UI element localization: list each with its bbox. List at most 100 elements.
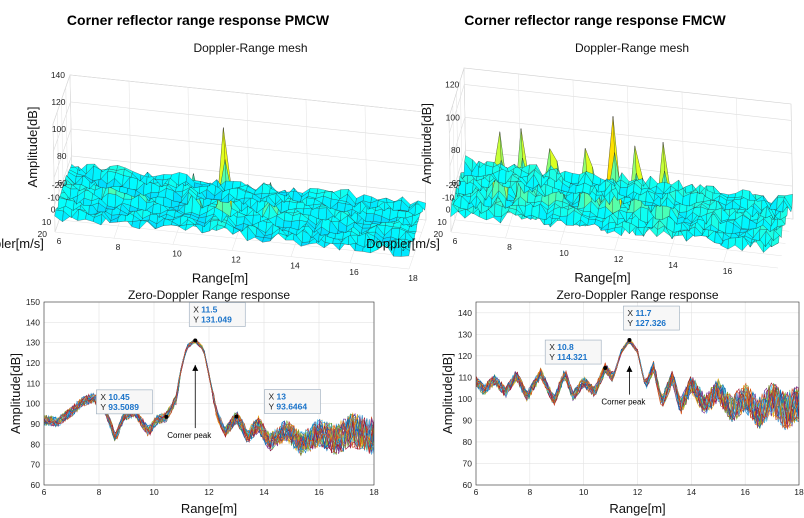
mesh-facet [283, 220, 293, 228]
x-tick-label: 16 [314, 487, 324, 497]
datatip-x-value: 10.8 [557, 342, 574, 352]
datatip-x-label: X 10.8 [549, 342, 574, 352]
x-tick-label: 16 [723, 266, 733, 276]
z-tick-label: 140 [51, 70, 65, 80]
x-tick-label: 8 [97, 487, 102, 497]
x-tick-label: 18 [408, 273, 418, 283]
y-tick-label: 90 [463, 415, 473, 425]
datatip-y-value: 131.049 [201, 315, 232, 325]
x-tick-label: 16 [349, 267, 359, 277]
x-tick-label: 18 [369, 487, 379, 497]
mesh-facet [185, 223, 195, 231]
datatip-x-value: 11.7 [635, 308, 651, 318]
mesh-facet [416, 200, 426, 211]
datatip-y-value: 114.321 [557, 352, 588, 362]
y-tick-label: 70 [463, 458, 473, 468]
mesh-surface [54, 127, 426, 257]
y-gridline [57, 111, 414, 258]
x-tick-label: 8 [507, 242, 512, 252]
x-tick-label: 18 [794, 487, 804, 497]
y-tick-label: 100 [458, 394, 472, 404]
x-tick-label: 10 [579, 487, 589, 497]
y-gridline [448, 116, 779, 269]
z-tick-label: 60 [452, 178, 462, 188]
x-tick-label: 14 [259, 487, 269, 497]
x-tick-label: 6 [57, 236, 62, 246]
plot-title: Zero-Doppler Range response [128, 288, 290, 302]
x-axis-label: Range[m] [574, 270, 630, 285]
pmcw-mesh-panel: Doppler-Range mesh 60 80 100 120 140 6 8 10 12 14 1… [0, 41, 427, 286]
mesh-facet [784, 194, 793, 209]
y-gridline [452, 104, 782, 257]
mesh-facet [777, 195, 786, 198]
datatip-marker [627, 338, 632, 343]
y-tick-label: 60 [463, 480, 473, 490]
y-tick-label: -20 [52, 180, 65, 190]
x-tick-label: 8 [527, 487, 532, 497]
x-tick-label: 6 [42, 487, 47, 497]
y-tick-label: 20 [38, 229, 48, 239]
x-tick-label: 12 [614, 254, 624, 264]
z-tick-label: 80 [451, 145, 461, 155]
y-tick-label: 130 [458, 329, 472, 339]
annotation-arrow-head [626, 365, 633, 372]
x-tick-label: 10 [149, 487, 159, 497]
z-tick-label: 100 [52, 124, 66, 134]
y-tick-label: 20 [434, 229, 444, 239]
plot-title: Zero-Doppler Range response [556, 288, 718, 302]
datatip-x-value: 13 [277, 392, 287, 402]
mesh-title: Doppler-Range mesh [193, 41, 307, 55]
z-tick-label: 60 [58, 178, 68, 188]
y-tick-label: 0 [51, 205, 56, 215]
z-tick-label: 100 [446, 112, 460, 122]
mesh-facet [397, 210, 407, 219]
datatip-y-value: 93.5089 [108, 402, 139, 412]
y-tick-label: 140 [26, 317, 40, 327]
y-tick-label: 100 [26, 399, 40, 409]
x-tick-label: 12 [231, 255, 241, 265]
y-tick-label: 70 [31, 460, 41, 470]
datatip-box [544, 339, 602, 365]
y-tick-label: 80 [463, 437, 473, 447]
x-tick-label: 8 [116, 242, 121, 252]
mesh-facet [139, 220, 149, 230]
y-tick-label: 110 [458, 372, 472, 382]
datatip-x-label: X 11.7 [627, 308, 651, 318]
datatip-y-label: Y 93.5089 [100, 402, 139, 412]
y-axis-label: Amplitude[dB] [440, 353, 455, 434]
left-figure-title: Corner reflector range response PMCW [67, 12, 330, 28]
x-tick-label: 14 [290, 261, 300, 271]
series-line [476, 341, 799, 431]
mesh-facet [587, 218, 596, 226]
y-tick-label: 120 [26, 358, 40, 368]
z-tick-label: 120 [445, 79, 459, 89]
datatip-y-label: Y 114.321 [549, 352, 587, 362]
x-tick-label: 10 [559, 248, 569, 258]
datatip-x-label: X 13 [269, 392, 287, 402]
x-tick-label: 16 [740, 487, 750, 497]
plot-frame [475, 301, 800, 486]
mesh-title: Doppler-Range mesh [575, 41, 689, 55]
y-gridline [52, 123, 410, 270]
z-tick-label: 80 [57, 151, 67, 161]
y-axis-label: Doppler[m/s] [366, 236, 440, 251]
y-tick-label: 0 [446, 205, 451, 215]
x-tick-label: 14 [668, 260, 678, 270]
y-tick-label: -10 [47, 192, 60, 202]
z-tick-label: 120 [51, 97, 65, 107]
x-tick-label: 12 [204, 487, 214, 497]
pmcw-range-response-panel: Zero-Doppler Range response 6 8 10 12 14 16 18 6… [8, 288, 379, 516]
x-axis-label: Range[m] [181, 501, 237, 516]
fmcw-mesh-panel: Doppler-Range mesh60801001206810121416-2… [366, 41, 794, 285]
datatip-box [96, 389, 153, 415]
y-axis-label: Doppler[m/s] [0, 236, 44, 251]
mesh-facet [571, 173, 580, 184]
y-tick-label: 90 [31, 419, 41, 429]
right-figure-title: Corner reflector range response FMCW [464, 12, 726, 28]
datatip-box [623, 305, 680, 331]
y-tick-label: 10 [42, 217, 52, 227]
plot-frame [43, 301, 375, 486]
datatip-box [264, 389, 321, 414]
x-tick-label: 14 [687, 487, 697, 497]
